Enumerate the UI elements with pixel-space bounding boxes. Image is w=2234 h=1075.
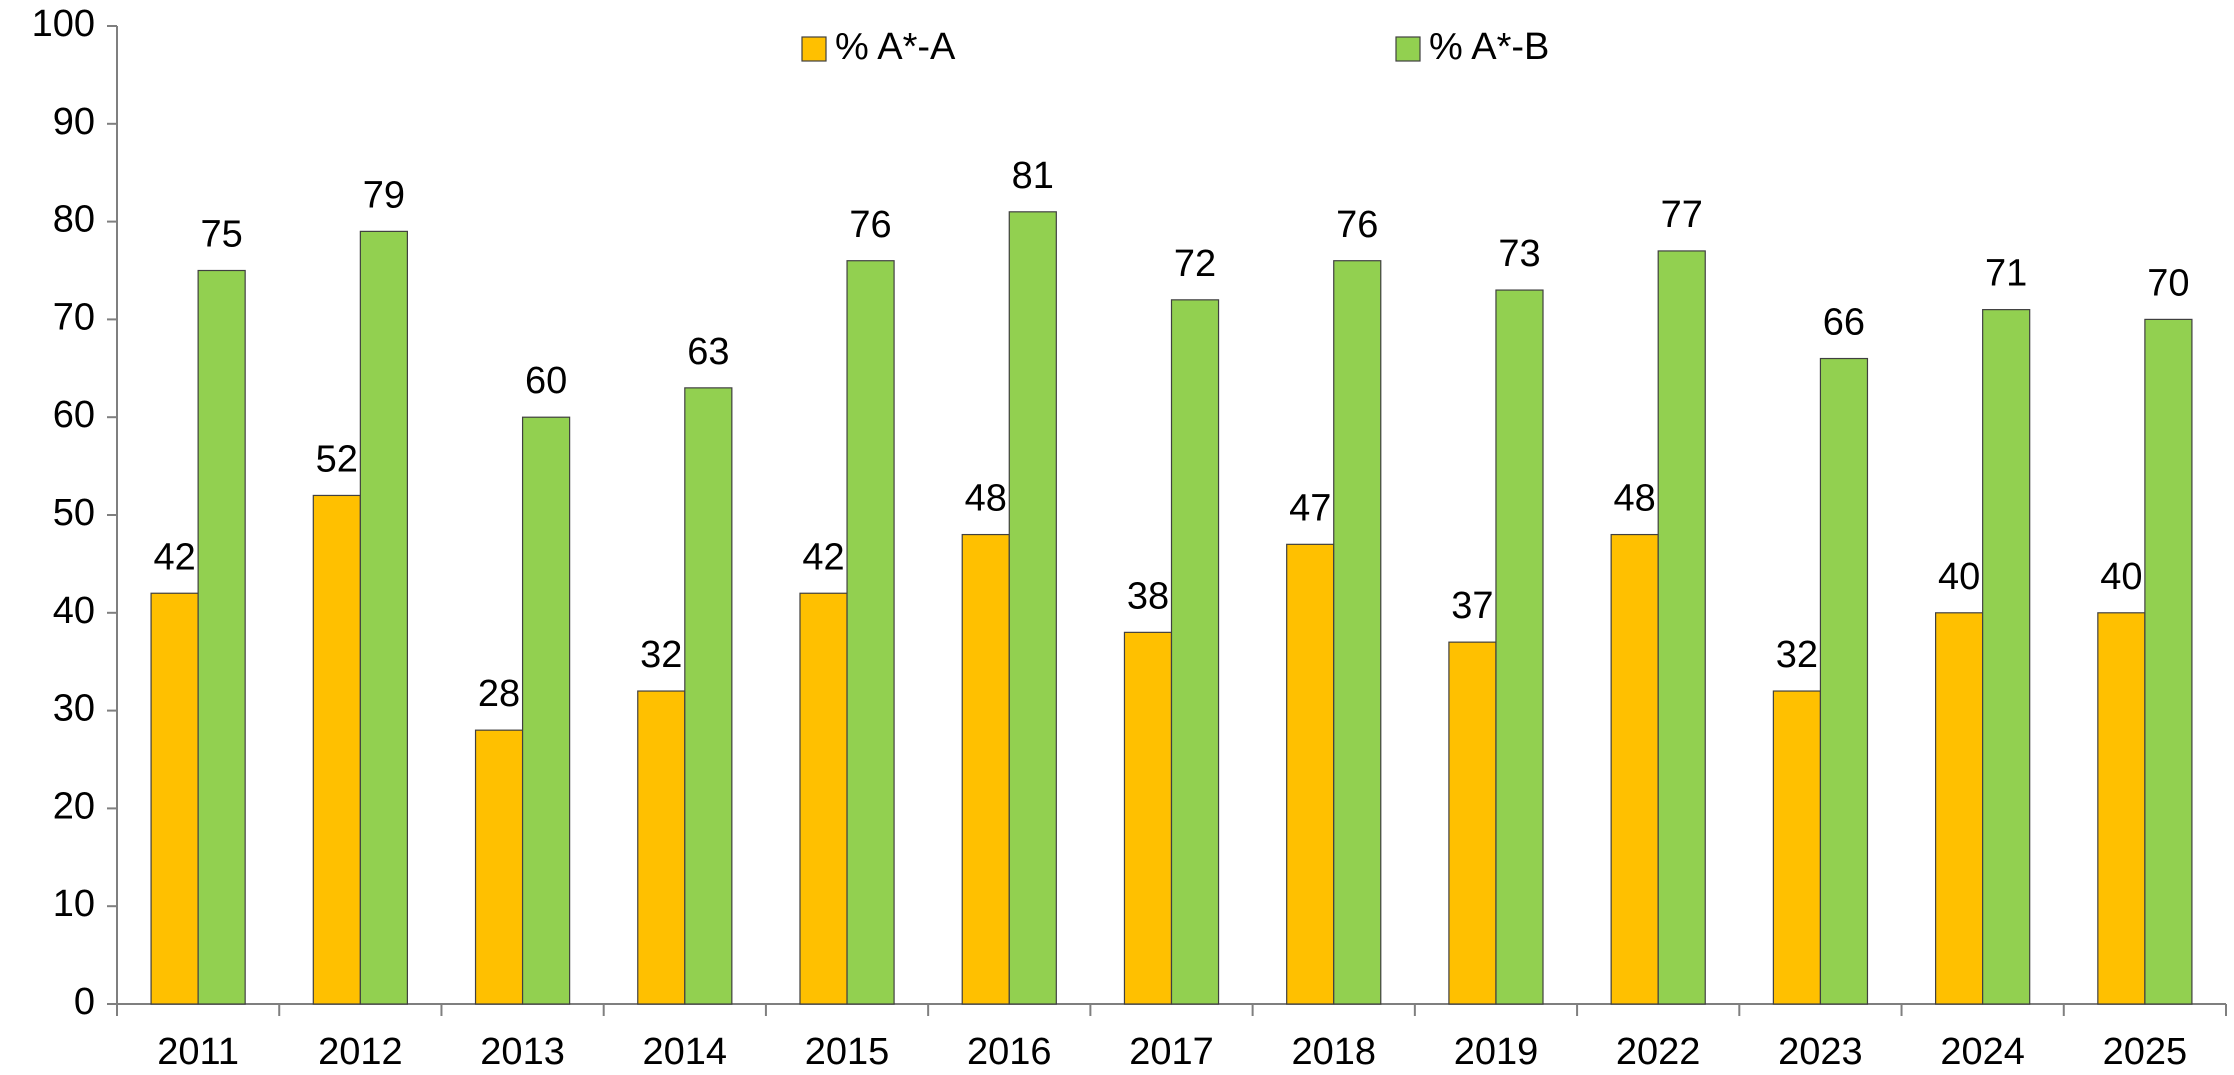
x-tick-label: 2011: [157, 1031, 239, 1073]
bar: [1448, 641, 1497, 1005]
data-label: 60: [525, 360, 567, 402]
data-label: 73: [1498, 233, 1540, 275]
bar: [1935, 612, 1984, 1005]
data-label: 32: [640, 634, 682, 676]
bar: [846, 260, 895, 1005]
bar: [1333, 260, 1382, 1005]
bar: [961, 533, 1010, 1005]
legend-label: % A*-A: [835, 26, 956, 68]
y-tick-label: 70: [53, 296, 95, 338]
bar: [150, 592, 199, 1005]
y-tick-label: 100: [32, 3, 95, 45]
x-tick-label: 2025: [2103, 1031, 2188, 1073]
y-tick-label: 40: [53, 590, 95, 632]
data-label: 71: [1985, 253, 2027, 295]
x-tick-label: 2022: [1616, 1031, 1701, 1073]
legend-swatch: [1395, 36, 1421, 62]
bar: [799, 592, 848, 1005]
data-label: 52: [316, 438, 358, 480]
y-tick-label: 60: [53, 394, 95, 436]
x-tick-label: 2016: [967, 1031, 1052, 1073]
legend-label: % A*-B: [1429, 26, 1549, 68]
data-label: 38: [1127, 575, 1169, 617]
x-tick-label: 2018: [1291, 1031, 1376, 1073]
bar: [1495, 289, 1544, 1005]
x-tick-label: 2019: [1454, 1031, 1539, 1073]
y-tick-label: 90: [53, 101, 95, 143]
data-label: 81: [1012, 155, 1054, 197]
data-label: 42: [153, 536, 195, 578]
data-label: 40: [2100, 556, 2142, 598]
bar: [1286, 543, 1335, 1005]
data-label: 72: [1174, 243, 1216, 285]
data-label: 76: [1336, 204, 1378, 246]
bar: [2144, 318, 2193, 1005]
bar: [1657, 250, 1706, 1005]
bar: [1008, 211, 1057, 1005]
data-label: 63: [687, 331, 729, 373]
data-label: 76: [849, 204, 891, 246]
x-tick-label: 2017: [1129, 1031, 1214, 1073]
data-label: 32: [1776, 634, 1818, 676]
x-tick-label: 2023: [1778, 1031, 1863, 1073]
bar: [1610, 533, 1659, 1005]
bar: [1123, 631, 1173, 1005]
data-label: 66: [1823, 302, 1865, 344]
bar: [359, 230, 408, 1005]
bar: [521, 416, 571, 1005]
data-label: 42: [802, 536, 844, 578]
y-tick-label: 10: [53, 883, 95, 925]
data-label: 77: [1661, 194, 1703, 236]
bar: [2097, 612, 2146, 1005]
bar: [684, 387, 733, 1005]
x-tick-label: 2012: [318, 1031, 403, 1073]
data-label: 48: [1614, 478, 1656, 520]
data-label: 28: [478, 673, 520, 715]
data-label: 70: [2147, 262, 2189, 304]
bar: [637, 690, 686, 1005]
x-tick-label: 2015: [805, 1031, 890, 1073]
y-tick-label: 80: [53, 199, 95, 241]
bar: [474, 729, 524, 1005]
bar: [197, 269, 246, 1005]
data-label: 40: [1938, 556, 1980, 598]
y-tick-label: 0: [74, 981, 95, 1023]
x-tick-label: 2013: [480, 1031, 565, 1073]
data-label: 79: [363, 174, 405, 216]
bar: [1982, 309, 2031, 1005]
data-label: 48: [965, 478, 1007, 520]
bar: [312, 494, 361, 1005]
bar: [1819, 357, 1869, 1005]
legend-swatch: [801, 36, 827, 62]
data-label: 47: [1289, 487, 1331, 529]
bar: [1170, 299, 1220, 1005]
data-label: 75: [200, 214, 242, 256]
x-tick-label: 2024: [1940, 1031, 2025, 1073]
data-label: 37: [1451, 585, 1493, 627]
x-tick-label: 2014: [643, 1031, 728, 1073]
y-tick-label: 50: [53, 492, 95, 534]
y-tick-label: 30: [53, 688, 95, 730]
bar: [1772, 690, 1822, 1005]
y-tick-label: 20: [53, 785, 95, 827]
